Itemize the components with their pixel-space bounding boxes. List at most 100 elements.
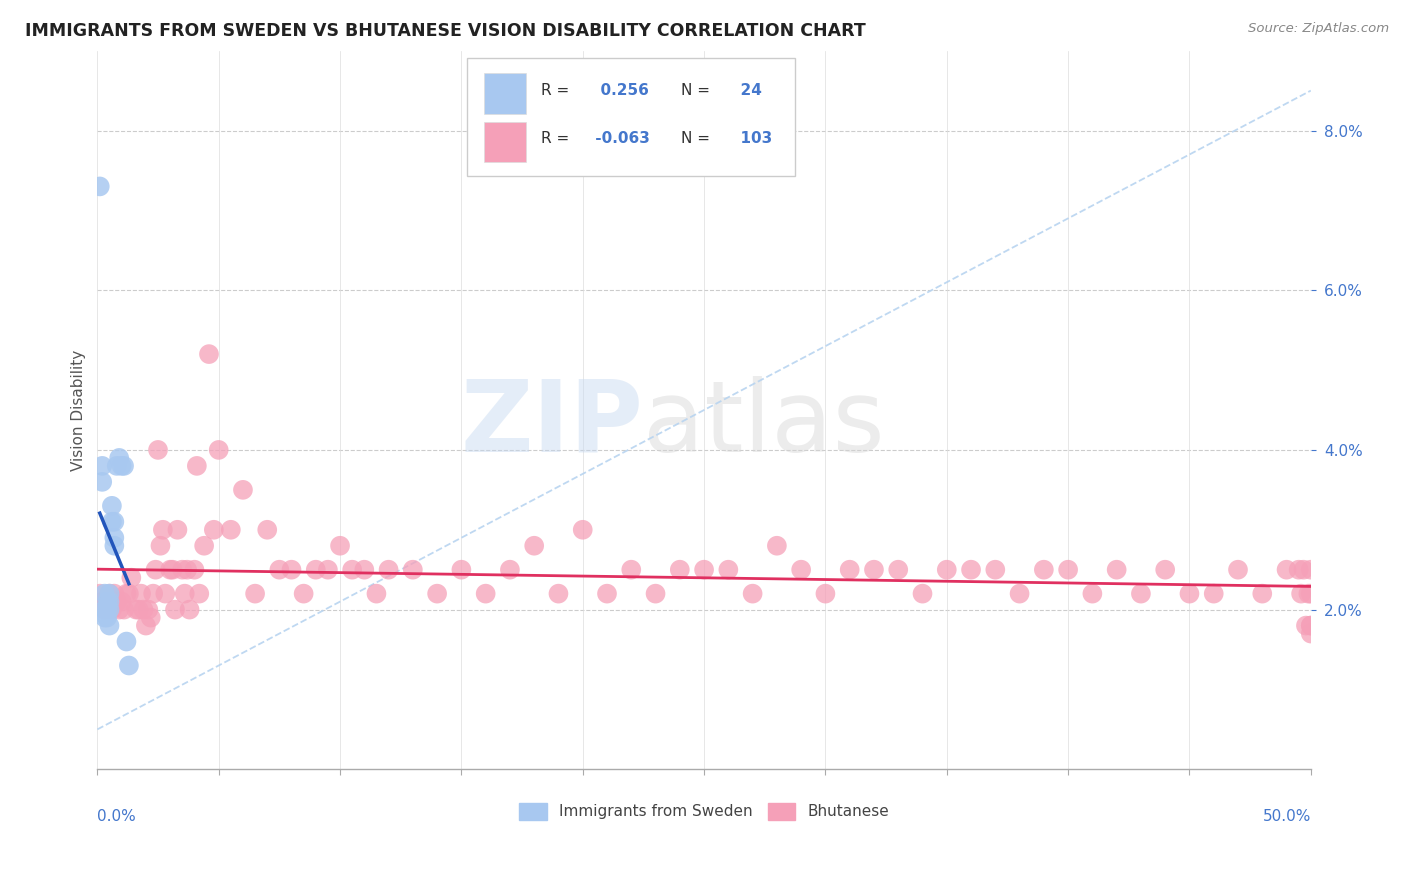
Text: 103: 103 xyxy=(730,131,772,146)
Point xyxy=(402,563,425,577)
Text: N =: N = xyxy=(681,83,710,98)
Text: 50.0%: 50.0% xyxy=(1263,809,1310,824)
Point xyxy=(693,563,716,577)
Point xyxy=(620,563,643,577)
Point xyxy=(838,563,860,577)
Point xyxy=(1295,618,1317,632)
Point xyxy=(172,563,194,577)
Point xyxy=(935,563,957,577)
Point xyxy=(159,563,181,577)
Point xyxy=(340,563,363,577)
Point xyxy=(108,602,131,616)
Point xyxy=(163,602,186,616)
Point xyxy=(219,523,242,537)
Point xyxy=(499,563,522,577)
Point xyxy=(183,563,205,577)
Point xyxy=(98,594,121,608)
Point xyxy=(329,539,352,553)
Point xyxy=(115,634,138,648)
Point xyxy=(292,587,315,601)
Text: 0.0%: 0.0% xyxy=(97,809,136,824)
Point xyxy=(98,618,121,632)
Point xyxy=(93,602,115,616)
Point xyxy=(766,539,789,553)
Point xyxy=(353,563,375,577)
Text: 0.256: 0.256 xyxy=(591,83,650,98)
Point xyxy=(887,563,910,577)
Point xyxy=(136,602,159,616)
Point xyxy=(125,602,148,616)
Point xyxy=(1292,563,1315,577)
Point xyxy=(1154,563,1177,577)
Point xyxy=(232,483,254,497)
Point xyxy=(105,594,128,608)
Point xyxy=(1057,563,1080,577)
Point xyxy=(596,587,619,601)
Text: R =: R = xyxy=(541,131,569,146)
Point xyxy=(1299,563,1322,577)
Point xyxy=(112,602,135,616)
Point xyxy=(814,587,837,601)
Point xyxy=(377,563,399,577)
Point xyxy=(132,602,155,616)
Text: atlas: atlas xyxy=(644,376,884,473)
Point xyxy=(173,587,195,601)
Point xyxy=(105,458,128,473)
Point xyxy=(1298,587,1320,601)
Point xyxy=(269,563,291,577)
Point xyxy=(101,515,124,529)
Point xyxy=(128,602,150,616)
FancyBboxPatch shape xyxy=(467,58,794,177)
Point xyxy=(142,587,165,601)
Point xyxy=(162,563,184,577)
Text: 24: 24 xyxy=(730,83,762,98)
Point xyxy=(188,587,211,601)
Point xyxy=(1129,587,1152,601)
Point xyxy=(547,587,569,601)
Point xyxy=(1032,563,1054,577)
Point xyxy=(149,539,172,553)
Point xyxy=(93,602,115,616)
Point xyxy=(790,563,813,577)
Point xyxy=(98,587,121,601)
Point xyxy=(139,610,162,624)
Y-axis label: Vision Disability: Vision Disability xyxy=(72,350,86,471)
Point xyxy=(1008,587,1031,601)
Point xyxy=(98,587,121,601)
Point xyxy=(202,523,225,537)
Point xyxy=(96,602,118,616)
Text: -0.063: -0.063 xyxy=(591,131,650,146)
Point xyxy=(96,594,118,608)
Text: R =: R = xyxy=(541,83,569,98)
Point xyxy=(426,587,449,601)
Point xyxy=(89,587,111,601)
Point xyxy=(120,571,142,585)
Point xyxy=(741,587,763,601)
Point xyxy=(103,539,125,553)
Point xyxy=(717,563,740,577)
Point xyxy=(1105,563,1128,577)
Point xyxy=(243,587,266,601)
Point xyxy=(644,587,666,601)
Point xyxy=(129,587,152,601)
Point xyxy=(911,587,934,601)
Point xyxy=(155,587,177,601)
Point xyxy=(186,458,208,473)
Point xyxy=(103,587,125,601)
Point xyxy=(98,602,121,616)
Point xyxy=(1299,618,1322,632)
Point xyxy=(571,523,593,537)
Text: IMMIGRANTS FROM SWEDEN VS BHUTANESE VISION DISABILITY CORRELATION CHART: IMMIGRANTS FROM SWEDEN VS BHUTANESE VISI… xyxy=(25,22,866,40)
Point xyxy=(146,442,169,457)
Point xyxy=(1289,587,1312,601)
Point xyxy=(96,594,118,608)
Point xyxy=(193,539,215,553)
Point xyxy=(984,563,1007,577)
Point xyxy=(115,587,138,601)
Point xyxy=(96,610,118,624)
Point xyxy=(1251,587,1274,601)
Point xyxy=(101,499,124,513)
Point xyxy=(91,458,114,473)
Point xyxy=(118,587,141,601)
Point xyxy=(316,563,339,577)
